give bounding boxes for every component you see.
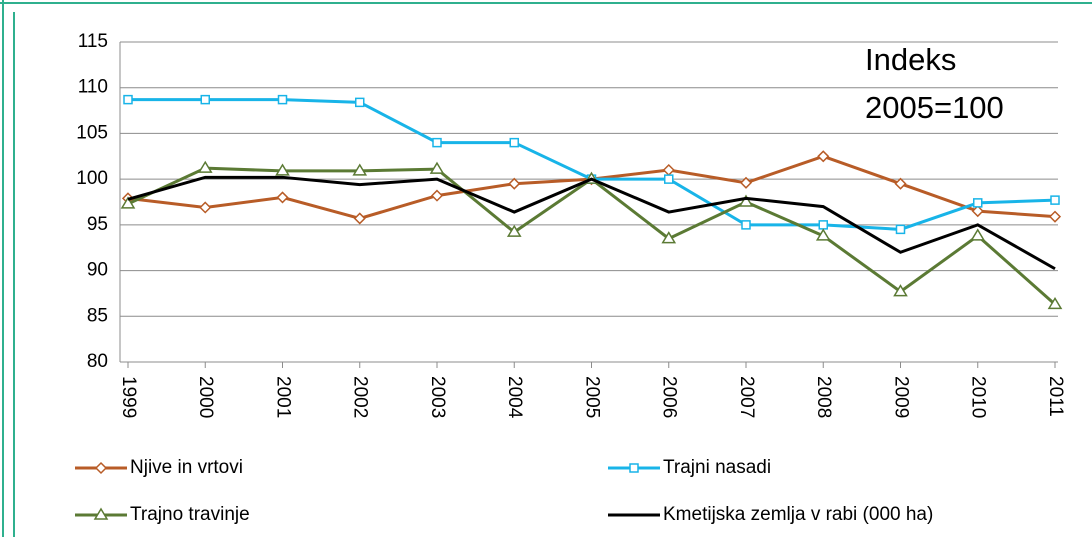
y-tick-label: 95 [87, 214, 108, 235]
data-point [818, 220, 828, 230]
x-tick-label: 2007 [736, 376, 757, 418]
x-tick-label: 2009 [890, 376, 911, 418]
data-point [1047, 296, 1063, 310]
legend-label: Kmetijska zemlja v rabi (000 ha) [663, 504, 933, 525]
data-point [973, 198, 983, 208]
annotation: 2005=100 [865, 90, 1004, 125]
y-tick-label: 100 [76, 168, 108, 189]
y-tick-label: 110 [78, 77, 108, 98]
data-point [276, 191, 289, 204]
data-point [430, 189, 444, 202]
data-point [971, 205, 984, 218]
data-point [1050, 195, 1060, 205]
data-point [817, 150, 830, 163]
legend-marker [629, 463, 639, 473]
series-line [127, 175, 1056, 271]
data-point [970, 228, 986, 241]
data-point [1048, 210, 1062, 223]
data-point [199, 201, 212, 214]
x-tick-label: 2005 [581, 376, 602, 418]
data-point [429, 161, 445, 174]
legend-label: Trajni nasadi [663, 457, 771, 478]
legend-label: Trajno travinje [130, 504, 250, 525]
data-point [509, 137, 519, 148]
data-point [277, 94, 288, 105]
data-point [355, 97, 365, 108]
x-tick-label: 2006 [659, 376, 680, 418]
data-point [739, 176, 753, 189]
data-point [197, 160, 213, 173]
data-point [664, 174, 674, 184]
x-tick-label: 2004 [504, 376, 525, 419]
y-tick-label: 105 [76, 122, 108, 143]
x-tick-label: 2011 [1045, 376, 1066, 417]
x-tick-label: 2010 [968, 376, 989, 418]
data-point [893, 284, 908, 297]
legend-marker [94, 461, 108, 475]
data-point [123, 94, 133, 105]
data-point [200, 94, 210, 105]
data-point [508, 177, 521, 190]
x-tick-label: 2008 [813, 376, 834, 418]
y-tick-label: 80 [87, 351, 108, 372]
y-tick-label: 115 [78, 31, 108, 52]
y-tick-label: 85 [87, 305, 108, 326]
annotation: Indeks [865, 42, 956, 77]
data-point [815, 228, 831, 241]
data-point [741, 220, 751, 230]
x-tick-label: 2002 [350, 376, 371, 418]
x-tick-label: 1999 [118, 376, 139, 418]
data-point [894, 177, 907, 190]
data-point [352, 163, 368, 176]
data-point [895, 224, 906, 235]
x-tick-label: 2001 [272, 376, 293, 418]
legend-label: Njive in vrtovi [130, 457, 243, 478]
data-point [738, 194, 754, 207]
x-tick-label: 2003 [427, 376, 448, 418]
data-point [661, 231, 677, 244]
data-point [353, 212, 366, 225]
data-point [275, 163, 290, 176]
data-point [506, 224, 522, 237]
data-point [120, 196, 136, 209]
legend-marker [93, 507, 109, 520]
x-tick-label: 2000 [195, 376, 216, 418]
data-point [432, 137, 442, 148]
y-tick-label: 90 [87, 260, 108, 281]
